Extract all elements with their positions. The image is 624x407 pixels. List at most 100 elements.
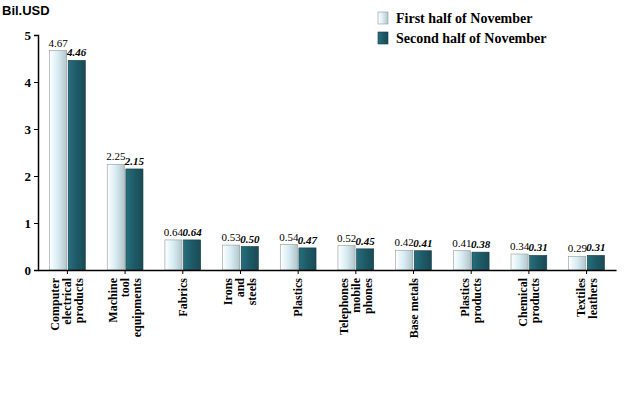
x-tick-mark xyxy=(125,270,126,274)
data-labels: 4.672.250.640.530.540.520.420.410.340.29… xyxy=(48,37,605,255)
bars xyxy=(50,51,605,270)
x-tick-mark xyxy=(240,270,241,274)
y-tick: 3 xyxy=(25,122,39,137)
x-tick: Machinetoolequipments xyxy=(106,270,144,337)
data-label: 0.31 xyxy=(529,241,548,253)
bar xyxy=(453,251,470,270)
x-tick-mark xyxy=(528,270,529,274)
bar xyxy=(126,169,143,270)
x-tick-label-line: steels xyxy=(245,278,259,306)
bar xyxy=(357,249,374,270)
y-tick-mark xyxy=(34,270,38,271)
data-label: 0.53 xyxy=(222,231,242,243)
x-tick: Ironsandsteels xyxy=(221,270,259,305)
data-label: 0.41 xyxy=(452,237,471,249)
legend: First half of November Second half of Nov… xyxy=(378,11,547,46)
x-tick-label-line: products xyxy=(470,278,484,323)
x-tick-label-line: products xyxy=(528,278,542,323)
data-label: 0.41 xyxy=(413,237,432,249)
bar xyxy=(280,245,297,270)
bar xyxy=(414,251,431,270)
data-label: 4.67 xyxy=(48,37,68,49)
x-tick-label-line: phones xyxy=(361,278,375,314)
bar xyxy=(223,245,240,270)
x-tick: Fabrics xyxy=(176,270,190,317)
x-tick-mark xyxy=(298,270,299,274)
y-axis: 012345 xyxy=(25,28,39,278)
x-tick-mark xyxy=(67,270,68,274)
data-label: 0.42 xyxy=(395,236,414,248)
data-label: 0.29 xyxy=(568,242,588,254)
x-tick-label: Plastics xyxy=(291,278,305,317)
x-tick: Base metals xyxy=(407,270,421,338)
legend-item: Second half of November xyxy=(378,31,547,46)
x-tick: Plastics xyxy=(291,270,305,317)
x-tick-label-line: Fabrics xyxy=(176,278,190,317)
data-label: 0.47 xyxy=(298,234,318,246)
bar xyxy=(68,60,85,270)
y-tick-mark xyxy=(34,35,38,36)
y-tick-mark xyxy=(34,82,38,83)
x-tick: Telephonesmobilephones xyxy=(337,270,375,335)
y-tick-label: 0 xyxy=(25,263,32,278)
data-label: 0.54 xyxy=(279,231,299,243)
y-tick-label: 3 xyxy=(25,122,32,137)
data-label: 0.34 xyxy=(510,240,530,252)
legend-swatch xyxy=(378,32,388,44)
bar xyxy=(511,254,528,270)
x-tick-label-line: Base metals xyxy=(407,278,421,339)
legend-label: Second half of November xyxy=(396,31,547,46)
y-tick-label: 4 xyxy=(25,75,32,90)
y-tick: 4 xyxy=(25,75,39,90)
data-label: 0.64 xyxy=(164,226,184,238)
bar xyxy=(299,248,316,270)
y-tick-mark xyxy=(34,223,38,224)
bar xyxy=(587,255,604,270)
bar xyxy=(165,240,182,270)
data-label: 4.46 xyxy=(66,46,87,58)
bar xyxy=(241,247,258,271)
x-tick: Textilesleathers xyxy=(574,270,600,319)
y-tick-label: 1 xyxy=(25,216,32,231)
x-tick-label-line: equipments xyxy=(130,278,144,338)
y-axis-title: Bil.USD xyxy=(2,3,50,18)
bar xyxy=(569,256,586,270)
legend-item: First half of November xyxy=(378,11,532,26)
x-tick-label: Telephonesmobilephones xyxy=(337,277,375,335)
bar xyxy=(472,252,489,270)
x-tick-label: Chemicalproducts xyxy=(516,277,542,326)
legend-label: First half of November xyxy=(396,11,532,26)
chart: 4.672.250.640.530.540.520.420.410.340.29… xyxy=(0,0,624,407)
x-tick-label: Fabrics xyxy=(176,278,190,317)
x-tick-label: Textilesleathers xyxy=(574,278,600,319)
bar xyxy=(107,164,124,270)
data-label: 0.45 xyxy=(356,235,376,247)
y-tick-mark xyxy=(34,129,38,130)
bar xyxy=(338,246,355,270)
x-tick: Chemicalproducts xyxy=(516,270,542,327)
x-tick: Computerelectricalproducts xyxy=(48,270,86,331)
y-tick: 1 xyxy=(25,216,39,231)
y-tick: 2 xyxy=(25,169,39,184)
x-tick-label-line: leathers xyxy=(586,278,600,319)
x-tick-label-line: products xyxy=(72,278,86,323)
y-tick: 0 xyxy=(25,263,39,278)
x-tick-mark xyxy=(471,270,472,274)
x-tick-mark xyxy=(182,270,183,274)
data-label: 0.52 xyxy=(337,232,356,244)
x-tick-label: Computerelectricalproducts xyxy=(48,277,86,330)
data-label: 2.25 xyxy=(106,150,126,162)
x-tick-label: Base metals xyxy=(407,278,421,339)
bar xyxy=(530,255,547,270)
plot: 4.672.250.640.530.540.520.420.410.340.29… xyxy=(25,28,617,339)
data-label: 0.50 xyxy=(240,233,260,245)
bar xyxy=(50,51,67,270)
data-label: 0.64 xyxy=(182,226,202,238)
data-label: 0.31 xyxy=(586,241,605,253)
bar xyxy=(184,240,201,270)
legend-swatch xyxy=(378,12,388,24)
x-tick-label: Machinetoolequipments xyxy=(106,277,144,337)
y-tick-mark xyxy=(34,176,38,177)
bar xyxy=(396,250,413,270)
x-tick-mark xyxy=(586,270,587,274)
